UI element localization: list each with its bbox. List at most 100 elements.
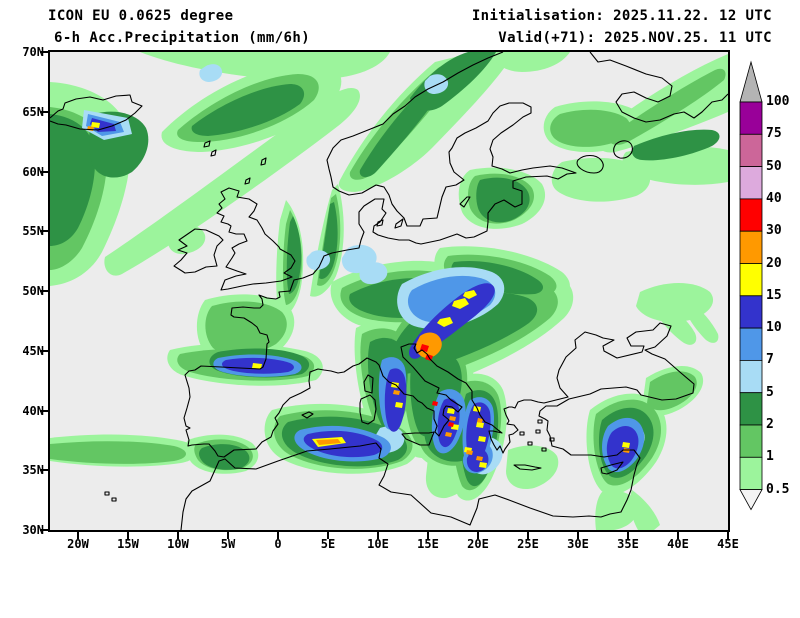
coastline: [576, 154, 604, 174]
lon-tick-label: 15E: [417, 537, 439, 551]
coastline: [173, 228, 224, 274]
lat-tick-label: 45N: [22, 343, 44, 358]
lon-tick-mark: [327, 532, 329, 539]
precip-area-y: [463, 290, 477, 299]
precip-area-y: [447, 408, 455, 414]
lon-tick-mark: [477, 532, 479, 539]
lat-tick-label: 60N: [22, 164, 44, 179]
precip-area-y: [252, 363, 262, 369]
lon-tick-label: 30E: [567, 537, 589, 551]
lat-tick-label: 55N: [22, 224, 44, 239]
lon-tick-label: 20W: [67, 537, 89, 551]
lon-tick-mark: [227, 532, 229, 539]
coastline: [216, 187, 296, 291]
precip-area-g2: [50, 441, 186, 464]
precip-area-g1: [490, 52, 570, 72]
lat-tick-mark: [40, 51, 48, 53]
init-time: Initialisation: 2025.11.22. 12 UTC: [471, 8, 772, 24]
coastline: [600, 461, 624, 475]
coastline: [541, 447, 547, 452]
coastline: [549, 437, 555, 442]
precip-area-y: [91, 122, 100, 128]
lat-tick-label: 30N: [22, 523, 44, 537]
precip-area-b1: [359, 262, 388, 284]
precip-area-r: [448, 422, 454, 427]
precip-area-o: [449, 416, 456, 421]
coastline: [613, 140, 633, 159]
coastline: [363, 374, 374, 394]
map-frame: [48, 50, 730, 532]
precip-area-g1: [551, 157, 651, 202]
precipitation-map: [50, 52, 728, 530]
precip-area-g1: [653, 298, 697, 345]
colorbar-segment: [739, 230, 763, 264]
colorbar-segment: [739, 263, 763, 297]
precip-area-b3: [90, 118, 116, 132]
precip-area-y: [437, 317, 453, 327]
colorbar-segment: [739, 295, 763, 329]
precip-area-g3: [50, 114, 96, 246]
lon-tick-mark: [127, 532, 129, 539]
coastline: [519, 431, 525, 436]
coastline: [104, 491, 110, 496]
coastline: [459, 196, 471, 208]
coastline: [537, 419, 543, 424]
colorbar-arrow-top: [739, 60, 763, 103]
lon-tick-mark: [277, 532, 279, 539]
lon-tick-mark: [427, 532, 429, 539]
precip-area-b1: [424, 74, 449, 94]
precip-area-o: [393, 390, 400, 395]
lon-tick-mark: [577, 532, 579, 539]
precip-area-g1: [140, 52, 390, 80]
precip-area-y: [622, 442, 630, 448]
coastline: [260, 157, 267, 166]
lon-tick-label: 25E: [517, 537, 539, 551]
lon-tick-label: 20E: [467, 537, 489, 551]
lat-tick-label: 70N: [22, 45, 44, 59]
colorbar-level-label: 15: [766, 287, 782, 303]
lat-tick-label: 50N: [22, 284, 44, 298]
lat-tick-mark: [40, 170, 48, 173]
lon-tick-label: 40E: [667, 537, 689, 551]
coastline: [301, 411, 314, 419]
precip-area-y: [479, 462, 487, 468]
lon-tick-mark: [527, 532, 529, 539]
colorbar-level-label: 2: [766, 417, 774, 432]
valid-time: Valid(+71): 2025.NOV.25. 11 UTC: [498, 30, 772, 46]
precipitation-colorbar: [739, 60, 763, 511]
lon-tick-label: 0: [274, 537, 282, 551]
precip-area-g1: [167, 225, 206, 255]
precip-area-g2: [205, 301, 287, 355]
coastline: [535, 429, 541, 434]
precip-area-g1: [630, 490, 660, 530]
lat-tick-label: 65N: [22, 104, 44, 119]
precip-area-o: [477, 418, 483, 423]
colorbar-arrow-bottom: [739, 489, 763, 511]
colorbar-segment: [739, 166, 763, 200]
colorbar-segment: [739, 327, 763, 361]
colorbar-level-label: 75: [766, 126, 782, 142]
coastline: [359, 394, 377, 425]
lat-tick-mark: [40, 290, 48, 292]
lat-tick-mark: [40, 409, 48, 412]
coastline: [210, 149, 217, 157]
coastline: [394, 218, 404, 229]
precip-area-y: [452, 298, 469, 309]
precip-area-r: [432, 401, 438, 406]
colorbar-level-label: 40: [766, 190, 782, 206]
precip-area-b1: [306, 250, 331, 270]
coastline: [513, 464, 542, 471]
precip-area-b3: [384, 368, 407, 432]
precip-area-b3: [303, 430, 383, 458]
colorbar-segment: [739, 424, 763, 458]
coastline: [111, 497, 117, 502]
coastline: [589, 52, 728, 123]
lat-tick-label: 40N: [22, 403, 44, 418]
coastline: [244, 177, 251, 185]
colorbar-level-label: 100: [766, 94, 790, 109]
lat-tick-mark: [40, 349, 48, 352]
precip-area-b3: [466, 402, 491, 463]
colorbar-segment: [739, 101, 763, 135]
colorbar-level-label: 10: [766, 320, 782, 336]
